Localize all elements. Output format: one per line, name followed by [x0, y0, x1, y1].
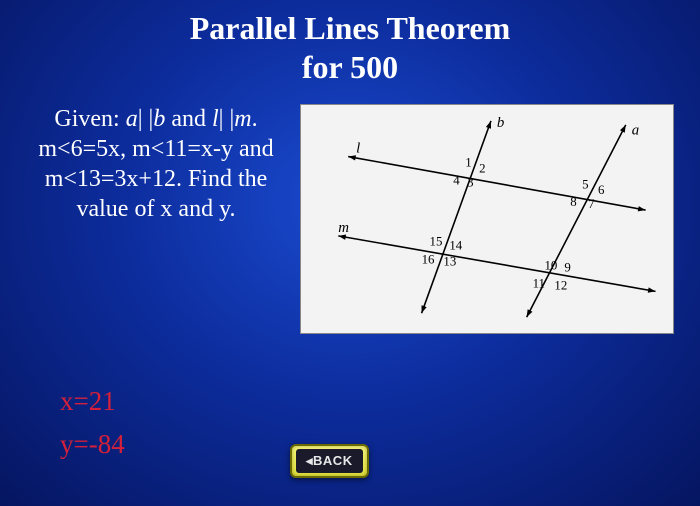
back-arrow-icon: ◂: [306, 453, 313, 468]
angle-label: 4: [453, 173, 460, 187]
angle-label: 10: [544, 259, 557, 273]
line-b: [422, 121, 491, 313]
title-line-2: for 500: [0, 49, 700, 86]
angle-label: 13: [443, 255, 456, 269]
line-m: [338, 236, 655, 292]
problem-body: Given: a| |b and l| |m. m<6=5x, m<11=x-y…: [38, 106, 273, 222]
angle-label: 14: [449, 239, 462, 253]
angle-label: 5: [582, 177, 588, 191]
slide-title: Parallel Lines Theorem for 500: [0, 0, 700, 86]
diagram-panel: lmba12435687151416131091112: [300, 104, 674, 334]
line-label: a: [632, 123, 639, 139]
line-label: b: [497, 115, 504, 131]
angle-label: 9: [564, 261, 570, 275]
angle-label: 3: [467, 175, 473, 189]
angle-label: 11: [533, 276, 545, 290]
problem-text: Given: a| |b and l| |m. m<6=5x, m<11=x-y…: [26, 104, 286, 334]
angle-label: 12: [554, 278, 567, 292]
diagram-svg: lmba12435687151416131091112: [301, 105, 673, 333]
back-label: BACK: [313, 453, 353, 468]
angle-label: 8: [570, 195, 576, 209]
angle-label: 15: [430, 235, 443, 249]
angle-label: 16: [422, 253, 435, 267]
line-label: l: [356, 141, 360, 157]
angle-label: 6: [598, 183, 605, 197]
content-row: Given: a| |b and l| |m. m<6=5x, m<11=x-y…: [0, 86, 700, 334]
angle-label: 7: [588, 197, 595, 211]
answer-x: x=21: [60, 380, 125, 423]
title-line-1: Parallel Lines Theorem: [0, 10, 700, 47]
answers-block: x=21 y=-84: [60, 380, 125, 466]
angle-label: 2: [479, 161, 485, 175]
angle-label: 1: [465, 155, 471, 169]
back-button[interactable]: ◂BACK: [290, 444, 369, 478]
answer-y: y=-84: [60, 423, 125, 466]
back-button-inner: ◂BACK: [296, 449, 363, 473]
line-label: m: [338, 220, 349, 236]
